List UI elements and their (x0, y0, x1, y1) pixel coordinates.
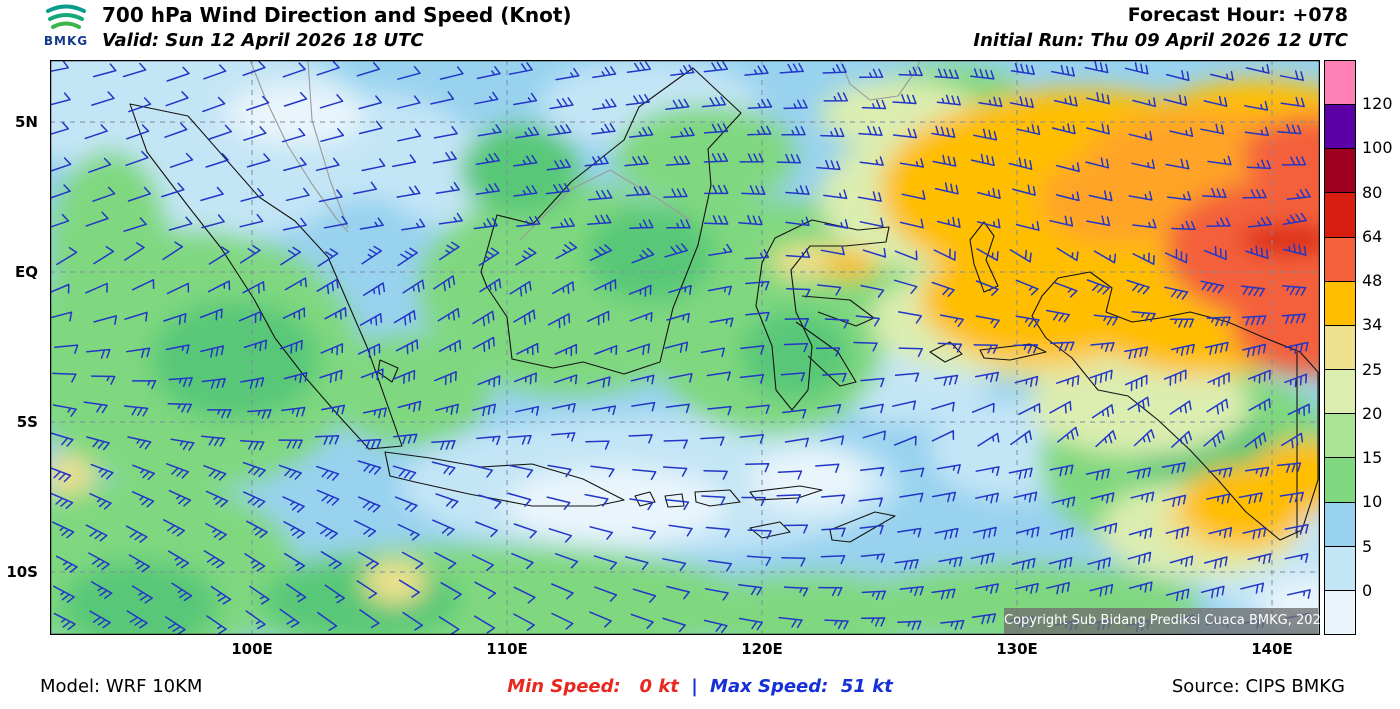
speed-summary: Min Speed: 0 kt | Max Speed: 51 kt (0, 676, 1400, 697)
legend-cell (1325, 61, 1355, 106)
legend-cell (1325, 414, 1355, 459)
lon-label: 100E (231, 640, 273, 658)
legend-cell (1325, 458, 1355, 503)
max-speed-label: Max Speed: (710, 676, 829, 697)
bmkg-logo-icon (46, 4, 86, 29)
model-label: Model: WRF 10KM (40, 676, 203, 697)
legend-cell (1325, 546, 1355, 591)
initial-run: Initial Run: Thu 09 April 2026 12 UTC (973, 30, 1348, 51)
lat-label: EQ (15, 263, 38, 281)
header: BMKG 700 hPa Wind Direction and Speed (K… (0, 0, 1400, 58)
legend-label: 80 (1362, 182, 1383, 202)
lon-label: 120E (741, 640, 783, 658)
legend-cell (1325, 502, 1355, 547)
lon-label: 110E (486, 640, 528, 658)
lon-label: 140E (1251, 640, 1293, 658)
forecast-hour: Forecast Hour: +078 (1127, 4, 1348, 26)
logo-label: BMKG (43, 34, 89, 48)
lat-label: 5S (16, 413, 38, 431)
copyright-overlay: Copyright Sub Bidang Prediksi Cuaca BMKG… (1004, 608, 1329, 634)
legend-label: 64 (1362, 226, 1383, 246)
valid-time: Valid: Sun 12 April 2026 18 UTC (102, 30, 424, 51)
legend-label: 10 (1362, 492, 1383, 512)
legend-cell (1325, 193, 1355, 238)
legend-label: 20 (1362, 403, 1383, 423)
legend-labels: 120 100 80 64 48 34 25 20 15 10 5 0 (1362, 60, 1400, 635)
legend-cell (1325, 281, 1355, 326)
legend-label: 48 (1362, 271, 1383, 291)
legend-cell (1325, 105, 1355, 150)
legend-cell (1325, 325, 1355, 371)
footer: Model: WRF 10KM Min Speed: 0 kt | Max Sp… (0, 672, 1400, 702)
run-info-block: Forecast Hour: +078 Initial Run: Thu 09 … (973, 2, 1348, 54)
lat-axis: 5N EQ 5S 10S (0, 60, 44, 635)
legend-label: 15 (1362, 448, 1383, 468)
source-label: Source: CIPS BMKG (1171, 676, 1345, 697)
lat-label: 5N (15, 113, 38, 131)
legend-colorbar (1324, 60, 1356, 635)
legend-label: 120 (1362, 94, 1393, 114)
legend-label: 5 (1362, 536, 1373, 556)
min-speed-value: 0 kt (639, 676, 679, 697)
legend-cell (1325, 370, 1355, 415)
min-speed-label: Min Speed: (507, 676, 621, 697)
lon-label: 130E (996, 640, 1038, 658)
lon-axis: 100E 110E 120E 130E 140E (50, 640, 1320, 660)
legend-cell (1325, 237, 1355, 282)
legend-label: 100 (1362, 138, 1393, 158)
page-title: 700 hPa Wind Direction and Speed (Knot) (102, 3, 572, 27)
lat-label: 10S (6, 563, 38, 581)
map-canvas (50, 60, 1320, 635)
speed-separator: | (691, 676, 698, 697)
bmkg-logo: BMKG (36, 2, 96, 48)
legend-cell (1325, 149, 1355, 194)
legend-label: 25 (1362, 359, 1383, 379)
legend-label: 0 (1362, 580, 1373, 600)
title-block: 700 hPa Wind Direction and Speed (Knot) … (102, 2, 572, 54)
max-speed-value: 51 kt (840, 676, 893, 697)
legend-label: 34 (1362, 315, 1383, 335)
legend-cell (1325, 590, 1355, 635)
